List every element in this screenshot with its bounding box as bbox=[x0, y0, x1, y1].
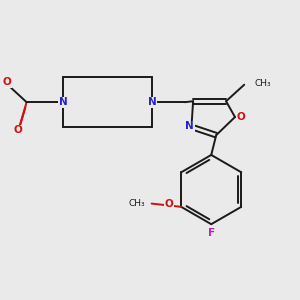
Text: O: O bbox=[2, 77, 11, 87]
Text: O: O bbox=[236, 112, 245, 122]
Text: N: N bbox=[185, 121, 194, 131]
Text: F: F bbox=[208, 228, 215, 239]
Text: CH₃: CH₃ bbox=[128, 199, 145, 208]
Text: N: N bbox=[58, 97, 67, 107]
Text: CH₃: CH₃ bbox=[254, 79, 271, 88]
Text: N: N bbox=[148, 97, 156, 107]
Text: O: O bbox=[164, 199, 173, 209]
Text: O: O bbox=[14, 125, 23, 135]
